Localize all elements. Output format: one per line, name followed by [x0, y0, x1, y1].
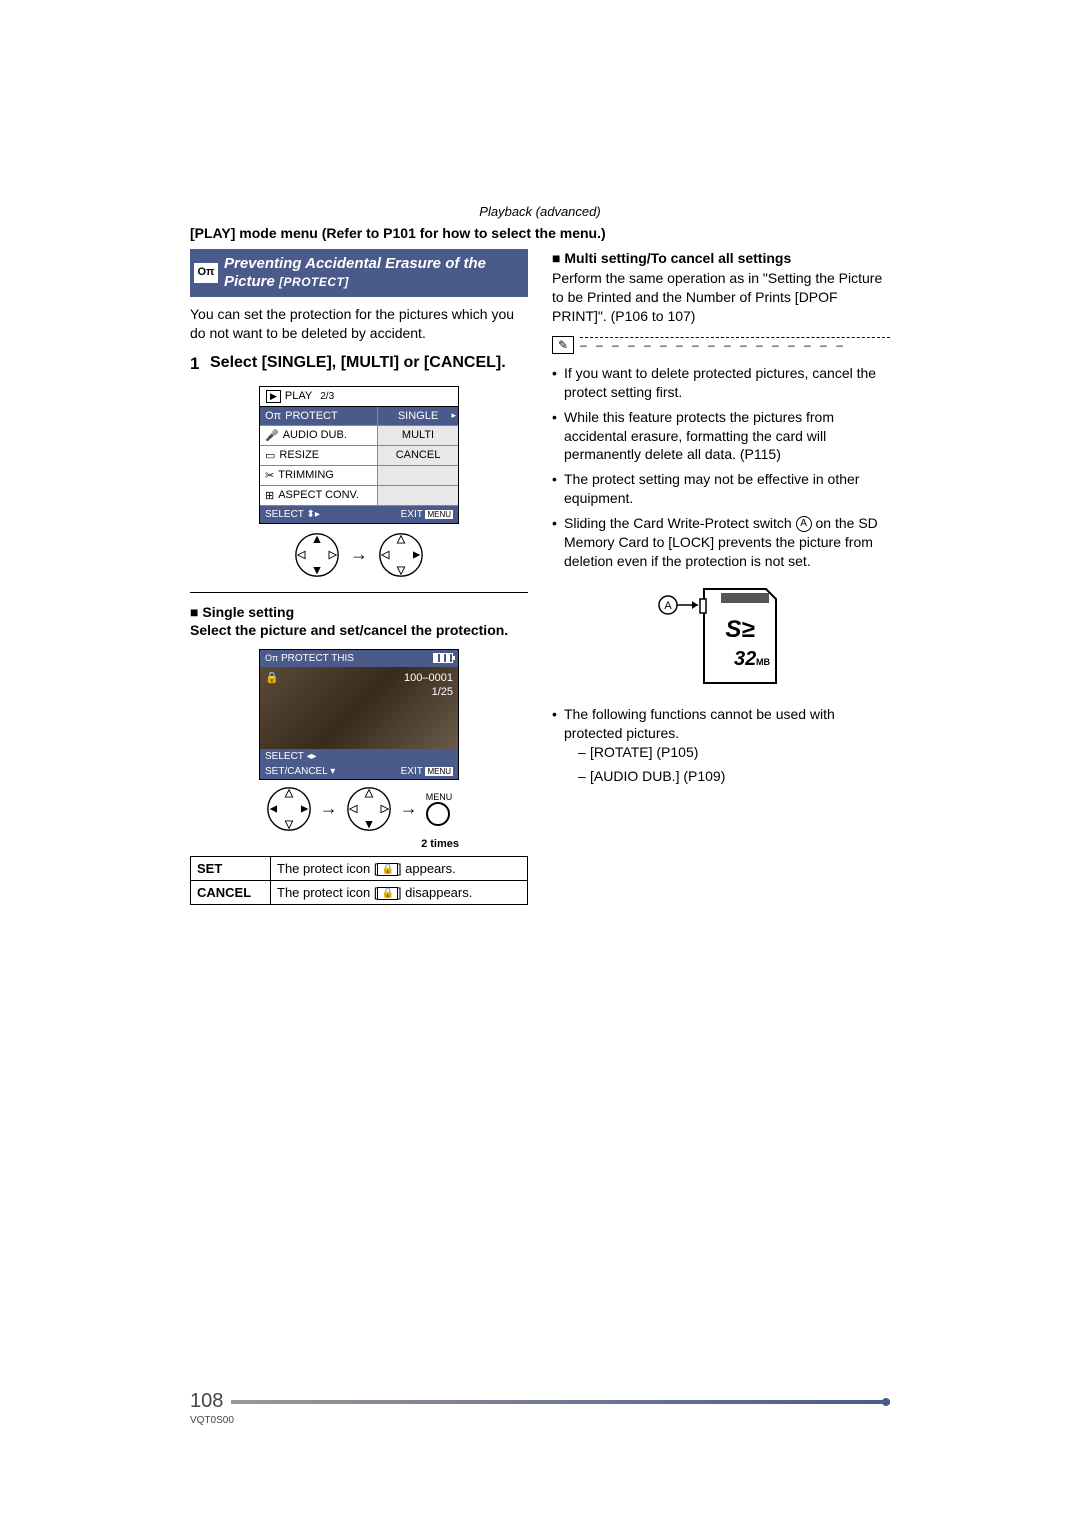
dpad-navigation-2: → → MENU	[190, 786, 528, 832]
svg-text:MB: MB	[756, 657, 770, 667]
menu-button-icon	[426, 802, 450, 826]
label-a-icon: A	[796, 516, 812, 532]
menu-note: [PLAY] mode menu (Refer to P101 for how …	[190, 225, 890, 241]
note-icon: ✎	[552, 336, 574, 354]
dpad-icon	[378, 532, 424, 578]
notes-list: If you want to delete protected pictures…	[552, 364, 890, 571]
play-menu-screen: ▶ PLAY 2/3 OπPROTECT SINGLE 🎤AUDIO DUB. …	[259, 386, 459, 524]
feature-title-box: Oπ Preventing Accidental Erasure of the …	[190, 249, 528, 297]
step-text: Select [SINGLE], [MULTI] or [CANCEL].	[210, 354, 506, 371]
step-number: 1	[190, 353, 199, 375]
row-icon: Oπ	[265, 410, 281, 422]
multi-setting-text: Perform the same operation as in "Settin…	[552, 269, 890, 326]
restrictions-list: The following functions cannot be used w…	[552, 705, 890, 787]
arrow-icon: →	[400, 798, 418, 819]
protect-preview-screen: Oπ PROTECT THIS 🔒 100–0001 1/25 SELECT ◂…	[259, 649, 459, 780]
menu-option-cancel: CANCEL	[377, 446, 458, 465]
list-item: While this feature protects the pictures…	[552, 408, 890, 465]
cancel-label: CANCEL	[191, 881, 271, 905]
footer-bar	[231, 1400, 890, 1404]
two-times-label: 2 times	[259, 838, 459, 850]
protect-icon: 🔒	[377, 887, 397, 900]
menu-option-multi: MULTI	[377, 426, 458, 445]
preview-image: 🔒 100–0001 1/25	[260, 667, 458, 749]
intro-text: You can set the protection for the pictu…	[190, 305, 528, 343]
menu-row-audio: 🎤AUDIO DUB. MULTI	[260, 426, 458, 446]
divider	[190, 592, 528, 593]
list-item: The following functions cannot be used w…	[552, 705, 890, 787]
protect-icon: 🔒	[377, 863, 397, 876]
dpad-icon	[266, 786, 312, 832]
page-footer: 108 VQT0S00	[190, 1390, 890, 1426]
feature-title: Preventing Accidental Erasure of the Pic…	[224, 255, 486, 290]
step-1-heading: 1 Select [SINGLE], [MULTI] or [CANCEL].	[190, 353, 528, 374]
dpad-icon	[346, 786, 392, 832]
battery-icon	[433, 653, 453, 663]
row-icon: ✂	[265, 469, 274, 482]
page-number: 108	[190, 1390, 223, 1413]
dpad-icon	[294, 532, 340, 578]
menu-option-single: SINGLE	[377, 407, 458, 425]
document-code: VQT0S00	[190, 1415, 890, 1426]
sd-card-illustration: A S≥ 32 MB	[656, 583, 786, 693]
note-divider: ✎ – – – – – – – – – – – – – – – – –	[552, 336, 890, 354]
section-header: Playback (advanced)	[190, 204, 890, 219]
set-cancel-table: SET The protect icon [🔒] appears. CANCEL…	[190, 856, 528, 905]
arrow-icon: →	[350, 544, 368, 565]
row-icon: 🎤	[265, 429, 279, 442]
play-icon: ▶	[266, 390, 281, 403]
list-item: [ROTATE] (P105)	[578, 743, 890, 762]
feature-tag: [PROTECT]	[279, 275, 349, 289]
menu-footer: SELECT ⬍▸ EXIT MENU	[260, 506, 458, 523]
svg-text:S≥: S≥	[725, 616, 755, 643]
set-label: SET	[191, 856, 271, 880]
table-row: SET The protect icon [🔒] appears.	[191, 856, 528, 880]
menu-row-resize: ▭RESIZE CANCEL	[260, 446, 458, 466]
image-number: 100–0001	[404, 671, 453, 685]
row-icon: ▭	[265, 449, 275, 462]
arrow-icon: →	[320, 798, 338, 819]
menu-title-bar: ▶ PLAY 2/3	[260, 387, 458, 407]
row-icon: ⊞	[265, 489, 274, 502]
dpad-navigation-1: →	[190, 532, 528, 578]
menu-row-protect: OπPROTECT SINGLE	[260, 407, 458, 426]
list-item: The protect setting may not be effective…	[552, 470, 890, 508]
menu-label: MENU	[426, 792, 453, 802]
menu-row-aspect: ⊞ASPECT CONV.	[260, 486, 458, 506]
sd-capacity: 32	[734, 648, 756, 670]
list-item: Sliding the Card Write-Protect switch A …	[552, 514, 890, 571]
list-item: [AUDIO DUB.] (P109)	[578, 767, 890, 786]
menu-row-trimming: ✂TRIMMING	[260, 466, 458, 486]
set-description: The protect icon [🔒] appears.	[271, 856, 528, 880]
image-count: 1/25	[404, 685, 453, 699]
list-item: If you want to delete protected pictures…	[552, 364, 890, 402]
table-row: CANCEL The protect icon [🔒] disappears.	[191, 881, 528, 905]
menu-page: 2/3	[320, 391, 334, 402]
menu-title: PLAY	[285, 390, 312, 402]
multi-setting-heading: ■ Multi setting/To cancel all settings	[552, 249, 890, 267]
protect-status-icon: 🔒	[265, 671, 279, 684]
single-setting-heading: ■ Single setting Select the picture and …	[190, 603, 528, 639]
protect-feature-icon: Oπ	[194, 263, 218, 283]
svg-text:A: A	[664, 600, 672, 612]
cancel-description: The protect icon [🔒] disappears.	[271, 881, 528, 905]
